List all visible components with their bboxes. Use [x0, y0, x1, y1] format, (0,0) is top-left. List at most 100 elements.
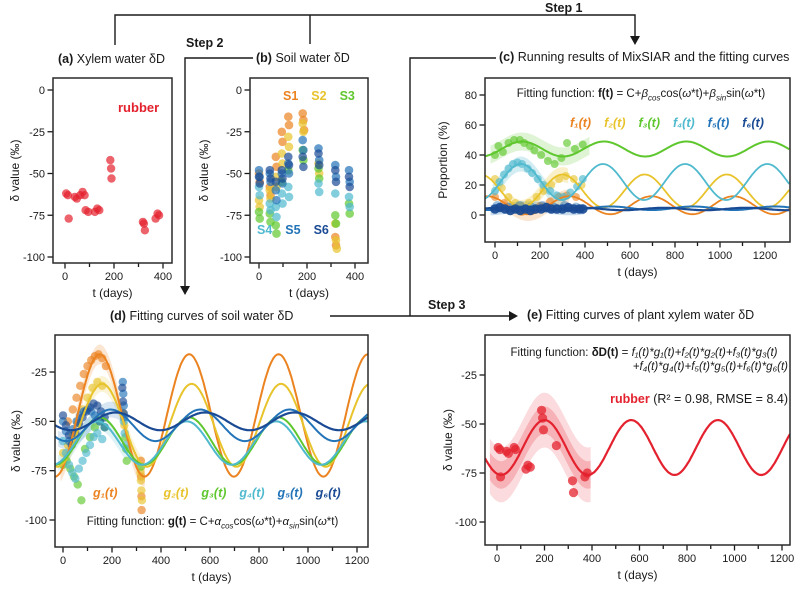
y-tick-label: -100	[23, 252, 45, 264]
panel-e-chart: 0 200 400 600 800 1000 1200 -25 -50 -75 -100 t (day…	[441, 334, 794, 582]
plot-border	[54, 334, 369, 548]
data-point-f2	[555, 175, 564, 183]
step2-connector	[184, 57, 253, 287]
legend-item-f₅(t): f₅(t)	[707, 116, 730, 130]
fit-curve-g3	[55, 416, 368, 466]
formula-segment: ω	[317, 516, 327, 528]
data-point-S2	[277, 149, 287, 158]
y-axis-label: δ value (‰)	[441, 409, 455, 471]
x-tick-label: 600	[621, 250, 639, 262]
x-tick-label: 0	[492, 250, 498, 262]
x-axis-label: t (days)	[617, 568, 657, 582]
fit-curve-g4	[55, 420, 368, 466]
data-point-S6	[284, 160, 294, 170]
y-tick-label: 80	[465, 90, 477, 102]
data-point-f3	[530, 146, 539, 155]
data-point-rubber	[567, 476, 578, 486]
data-point-f3	[570, 145, 579, 153]
y-tick-label: -25	[226, 127, 242, 139]
data-point-g3	[77, 496, 86, 505]
confidence-band-δD-fit	[489, 406, 591, 489]
step-2-label: Step 2	[186, 36, 224, 50]
formula-segment: cos(	[660, 88, 683, 100]
data-point-S2	[265, 185, 275, 195]
data-point-S3	[331, 219, 341, 228]
data-point-rubber	[106, 155, 115, 165]
data-point-f3	[537, 151, 546, 159]
x-tick-label: 600	[201, 555, 219, 567]
data-point-S3	[271, 221, 281, 230]
formula-segment: ω	[744, 88, 754, 100]
data-point-S6	[265, 165, 275, 175]
legend-item-g₆(t): g₆(t)	[315, 486, 341, 500]
y-tick-label: -75	[226, 210, 242, 222]
data-point-S3	[331, 211, 340, 220]
y-tick-label: 60	[465, 120, 477, 132]
data-point-S6	[314, 149, 323, 158]
data-point-S6	[345, 182, 355, 192]
data-point-g4	[78, 456, 87, 465]
data-point-S4	[272, 212, 281, 222]
data-point-g4	[71, 474, 80, 483]
data-point-S1	[284, 112, 293, 121]
data-point-rubber	[140, 226, 150, 235]
data-point-S3	[254, 207, 264, 217]
legend-item-f₆(t): f₆(t)	[742, 116, 764, 130]
y-tick-label: -25	[461, 370, 477, 382]
y-tick-label: -50	[31, 416, 47, 428]
data-point-S4	[314, 179, 323, 188]
x-tick-label: 800	[666, 250, 684, 262]
data-point-S6	[299, 162, 308, 172]
legend-item-g₂(t): g₂(t)	[163, 486, 189, 500]
data-point-g4	[82, 448, 91, 458]
data-point-rubber	[503, 448, 513, 458]
data-point-S3	[255, 214, 264, 223]
axis-ticks	[47, 89, 164, 269]
x-axis-label: t (days)	[92, 286, 132, 300]
x-tick-label: 400	[346, 271, 364, 283]
data-point-g6	[58, 411, 68, 420]
data-point-rubber	[525, 462, 535, 472]
formula-segment: f₁(t)*g₁(t)+f₂(t)*g₂(t)+f₃(t)*g₃(t)	[631, 347, 778, 359]
data-point-f4	[573, 182, 582, 191]
data-point-rubber	[95, 206, 104, 215]
panel-a-title: (a) Xylem water δD	[58, 52, 165, 66]
panel-b-chart: 0 200 400 0 -25 -50 -75 -100 t (days) δ value (‰)	[197, 77, 369, 300]
data-point-S6	[314, 160, 324, 170]
data-point-S6	[344, 172, 354, 182]
x-tick-label: 0	[60, 555, 66, 567]
formula-segment: β	[709, 88, 716, 100]
formula-segment: sin(	[299, 516, 318, 528]
panel-e-stats-label: rubber (R² = 0.98, RMSE = 8.4)	[498, 392, 788, 406]
data-point-f3	[578, 140, 587, 149]
formula-segment: rubber	[610, 392, 650, 406]
data-point-S5	[344, 165, 354, 175]
step2-arrowhead	[180, 286, 190, 295]
legend-item-S3: S3	[339, 89, 355, 103]
data-point-f4	[528, 169, 537, 177]
legend-item-g₄(t): g₄(t)	[239, 486, 265, 500]
data-point-g1	[72, 393, 81, 402]
data-point-g4	[85, 440, 95, 450]
y-axis-label: δ value (‰)	[9, 410, 23, 472]
legend-item-f₁(t): f₁(t)	[570, 116, 592, 130]
confidence-band-δD-fit	[489, 392, 591, 503]
data-point-S4	[344, 192, 354, 202]
y-tick-label: -50	[461, 419, 477, 431]
data-point-f2	[569, 175, 578, 183]
data-point-f3	[494, 142, 503, 150]
data-point-S2	[284, 142, 294, 152]
data-point-S5	[254, 165, 264, 175]
formula-segment: β	[641, 88, 649, 100]
y-tick-label: -75	[29, 210, 45, 222]
y-tick-label: -100	[25, 515, 47, 527]
data-point-f3	[543, 157, 552, 165]
panel-b-title-text: Soil water δD	[275, 51, 350, 65]
data-point-rubber	[551, 441, 562, 451]
x-axis-label: t (days)	[289, 286, 329, 300]
step1-arrowhead	[630, 36, 640, 45]
x-tick-label: 1200	[753, 250, 777, 262]
step1-connector	[114, 14, 636, 45]
